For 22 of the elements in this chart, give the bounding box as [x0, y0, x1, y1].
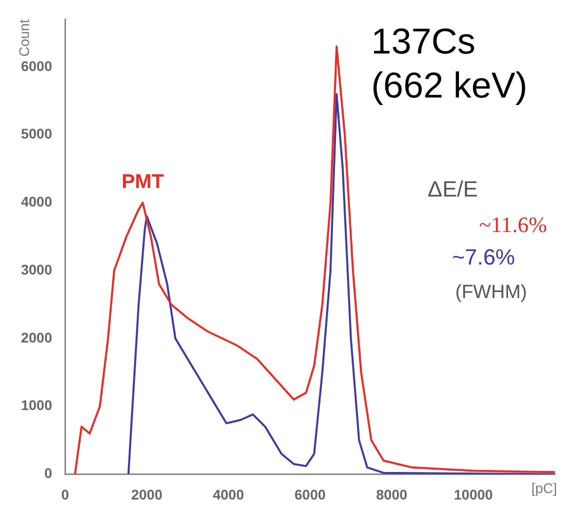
y-tick-label: 3000	[20, 261, 52, 278]
annotation: ~7.6%	[452, 244, 515, 270]
y-axis-title: Count	[16, 19, 32, 57]
x-tick-label: 2000	[131, 486, 163, 502]
y-tick-label: 2000	[20, 329, 52, 346]
annotation: ~11.6%	[479, 212, 547, 238]
x-tick-label: 6000	[294, 486, 326, 502]
y-tick-label: 0	[44, 465, 52, 482]
y-tick-label: 1000	[20, 397, 52, 414]
x-tick-label: 0	[61, 486, 70, 502]
x-tick-label: 4000	[212, 486, 244, 502]
series-label: PMT	[122, 171, 164, 194]
y-tick-label: 4000	[20, 194, 52, 210]
annotation: (662 keV)	[371, 64, 528, 106]
annotation: 137Cs	[371, 20, 476, 62]
annotation: ΔE/E	[428, 176, 478, 202]
y-tick-label: 6000	[20, 58, 52, 74]
x-tick-label: 8000	[376, 486, 408, 502]
x-axis-title: [pC]	[531, 480, 557, 496]
x-tick-label: 10000	[454, 486, 494, 502]
y-tick-label: 5000	[20, 126, 52, 142]
annotation: (FWHM)	[455, 282, 527, 304]
